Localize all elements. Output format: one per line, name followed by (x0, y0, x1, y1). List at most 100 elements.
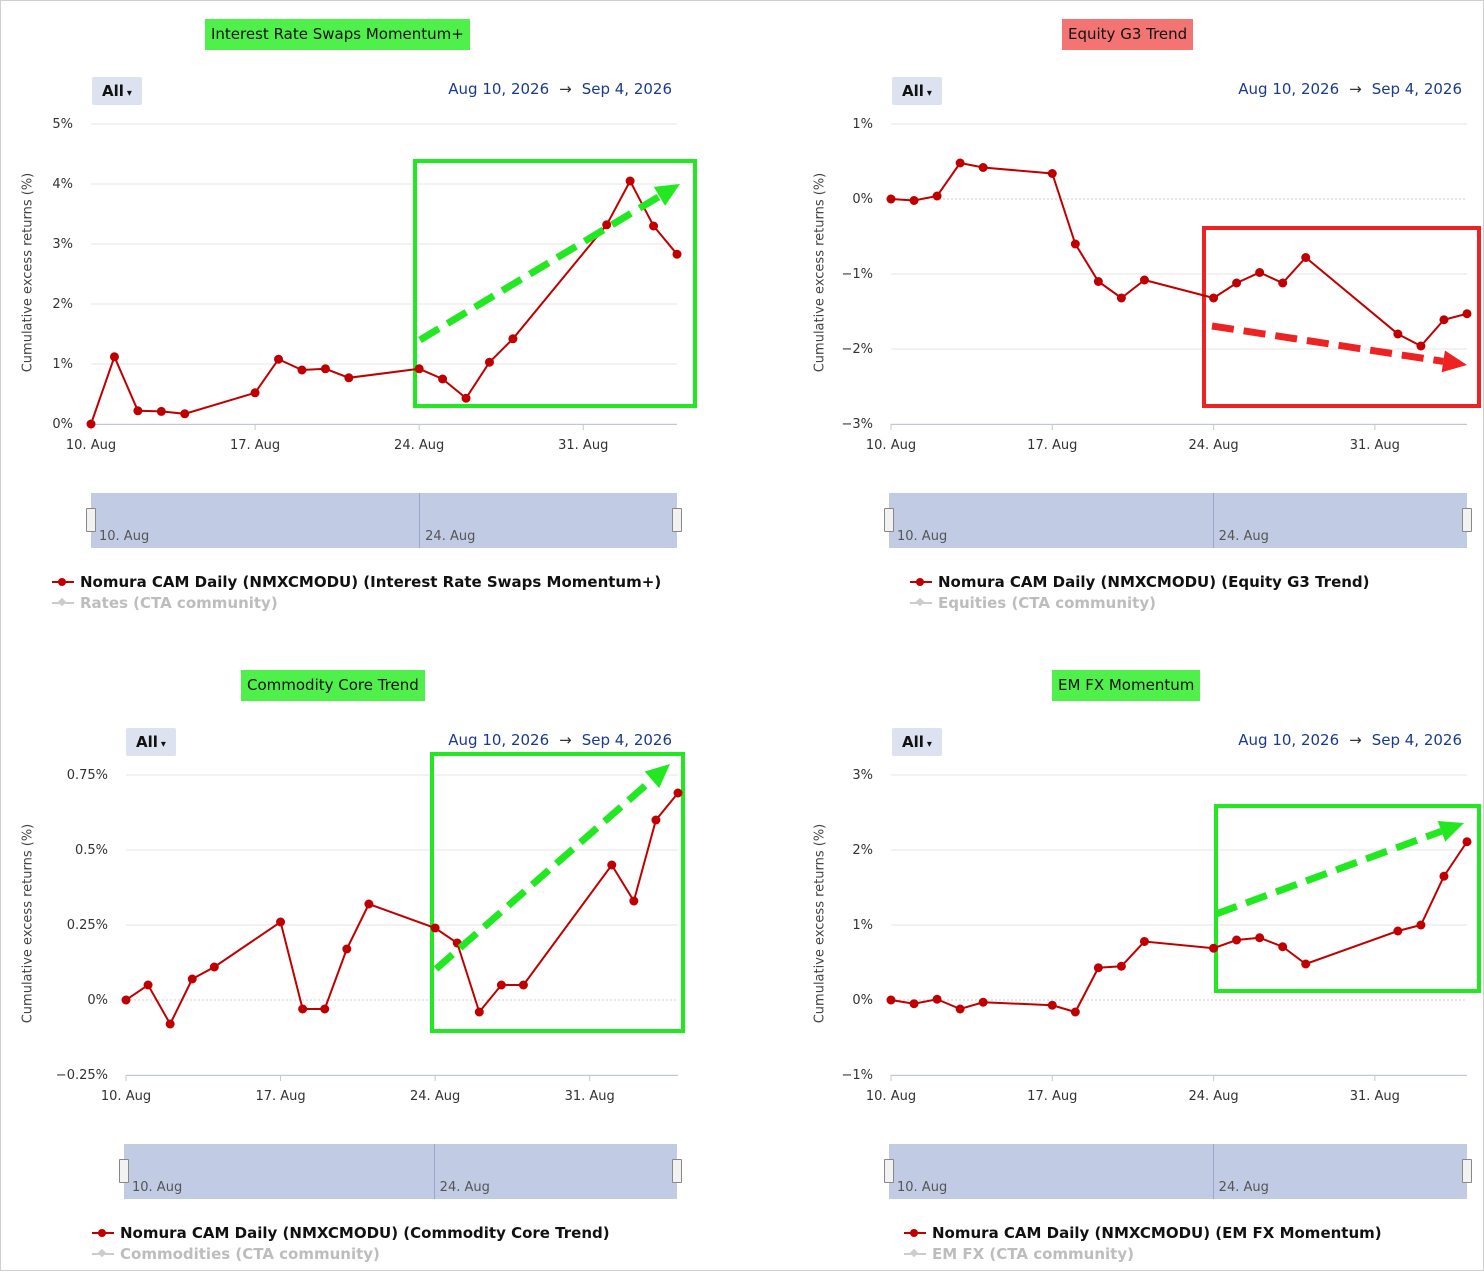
range-selector-button[interactable]: All ▾ (126, 728, 176, 756)
data-point[interactable] (297, 365, 307, 375)
navigator-handle-left[interactable] (119, 1159, 129, 1183)
data-point[interactable] (1116, 293, 1126, 303)
data-point[interactable] (932, 191, 942, 201)
data-point[interactable] (909, 999, 919, 1009)
range-navigator[interactable]: 10. Aug 24. Aug (86, 493, 682, 548)
data-point[interactable] (209, 962, 219, 972)
data-point[interactable] (1070, 1007, 1080, 1017)
data-point[interactable] (955, 158, 965, 168)
date-to-input[interactable]: Sep 4, 2026 (581, 80, 672, 98)
data-point[interactable] (1278, 942, 1288, 952)
data-point[interactable] (1301, 959, 1311, 969)
data-point[interactable] (320, 364, 330, 374)
date-from-input[interactable]: Aug 10, 2026 (1238, 731, 1340, 749)
data-point[interactable] (461, 393, 471, 403)
legend-item-series[interactable]: Nomura CAM Daily (NMXCMODU) (Equity G3 T… (910, 571, 1370, 592)
data-point[interactable] (1255, 933, 1265, 943)
data-point[interactable] (86, 419, 96, 429)
data-point[interactable] (1093, 963, 1103, 973)
data-point[interactable] (143, 980, 153, 990)
legend-item-community[interactable]: EM FX (CTA community) (904, 1243, 1382, 1264)
data-point[interactable] (156, 406, 166, 416)
data-point[interactable] (508, 334, 518, 344)
date-to-input[interactable]: Sep 4, 2026 (1371, 731, 1462, 749)
data-point[interactable] (438, 374, 448, 384)
data-point[interactable] (649, 221, 659, 231)
date-from-input[interactable]: Aug 10, 2026 (448, 80, 550, 98)
legend-item-series[interactable]: Nomura CAM Daily (NMXCMODU) (EM FX Momen… (904, 1222, 1382, 1243)
data-point[interactable] (474, 1007, 484, 1017)
data-point[interactable] (1232, 278, 1242, 288)
navigator-handle-right[interactable] (672, 508, 682, 532)
data-point[interactable] (1439, 871, 1449, 881)
data-point[interactable] (1255, 268, 1265, 277)
navigator-handle-right[interactable] (1462, 508, 1472, 532)
data-point[interactable] (651, 815, 661, 825)
range-navigator[interactable]: 10. Aug 24. Aug (119, 1144, 682, 1199)
legend-item-community[interactable]: Rates (CTA community) (52, 592, 661, 613)
navigator-handle-right[interactable] (672, 1159, 682, 1183)
data-point[interactable] (1462, 837, 1472, 847)
data-point[interactable] (1393, 329, 1403, 339)
data-point[interactable] (607, 860, 617, 870)
data-point[interactable] (250, 388, 260, 398)
date-from-input[interactable]: Aug 10, 2026 (448, 731, 550, 749)
data-point[interactable] (320, 1004, 330, 1014)
range-selector-button[interactable]: All ▾ (892, 728, 942, 756)
data-point[interactable] (430, 923, 440, 933)
data-point[interactable] (602, 220, 612, 230)
data-point[interactable] (1047, 169, 1057, 178)
data-point[interactable] (518, 980, 528, 990)
legend-item-community[interactable]: Commodities (CTA community) (92, 1243, 610, 1264)
range-selector-button[interactable]: All ▾ (892, 77, 942, 105)
data-point[interactable] (484, 357, 494, 367)
range-selector-button[interactable]: All ▾ (92, 77, 142, 105)
data-point[interactable] (1393, 926, 1403, 936)
range-navigator[interactable]: 10. Aug 24. Aug (884, 1144, 1472, 1199)
data-point[interactable] (180, 409, 190, 419)
data-point[interactable] (1070, 239, 1080, 249)
data-point[interactable] (1416, 920, 1426, 930)
data-point[interactable] (1278, 278, 1288, 288)
data-point[interactable] (1462, 309, 1472, 319)
data-point[interactable] (121, 995, 131, 1005)
data-point[interactable] (187, 974, 197, 984)
data-point[interactable] (978, 163, 988, 172)
data-point[interactable] (932, 994, 942, 1004)
data-point[interactable] (109, 352, 119, 362)
data-point[interactable] (1209, 293, 1219, 303)
data-point[interactable] (886, 995, 896, 1005)
data-point[interactable] (298, 1004, 308, 1014)
data-point[interactable] (909, 196, 919, 205)
data-point[interactable] (165, 1019, 175, 1029)
navigator-handle-left[interactable] (884, 508, 894, 532)
data-point[interactable] (1093, 277, 1103, 286)
range-navigator[interactable]: 10. Aug 24. Aug (884, 493, 1472, 548)
data-point[interactable] (1139, 937, 1149, 946)
date-to-input[interactable]: Sep 4, 2026 (581, 731, 672, 749)
date-from-input[interactable]: Aug 10, 2026 (1238, 80, 1340, 98)
legend-item-series[interactable]: Nomura CAM Daily (NMXCMODU) (Interest Ra… (52, 571, 661, 592)
data-point[interactable] (364, 899, 374, 909)
data-point[interactable] (1232, 935, 1242, 945)
data-point[interactable] (1047, 1000, 1057, 1010)
data-point[interactable] (1416, 341, 1426, 351)
data-point[interactable] (1209, 943, 1219, 953)
data-point[interactable] (1116, 961, 1126, 971)
data-point[interactable] (133, 406, 143, 416)
navigator-handle-right[interactable] (1462, 1159, 1472, 1183)
data-point[interactable] (1139, 275, 1149, 285)
data-point[interactable] (342, 944, 352, 954)
data-point[interactable] (1301, 253, 1311, 262)
data-point[interactable] (955, 1004, 965, 1014)
data-point[interactable] (276, 917, 286, 927)
data-point[interactable] (625, 176, 635, 186)
data-point[interactable] (886, 194, 896, 204)
navigator-handle-left[interactable] (884, 1159, 894, 1183)
data-point[interactable] (629, 896, 639, 906)
data-point[interactable] (274, 354, 284, 364)
data-point[interactable] (672, 249, 682, 259)
legend-item-community[interactable]: Equities (CTA community) (910, 592, 1370, 613)
legend-item-series[interactable]: Nomura CAM Daily (NMXCMODU) (Commodity C… (92, 1222, 610, 1243)
date-to-input[interactable]: Sep 4, 2026 (1371, 80, 1462, 98)
